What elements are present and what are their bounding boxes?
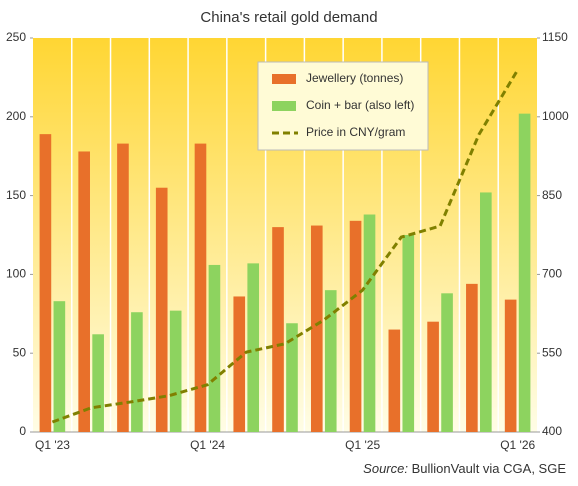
y-tick-label: 100 [6,267,26,281]
bar [39,134,52,433]
y-tick-label: 250 [6,30,26,44]
y-tick-label: 0 [19,424,26,438]
x-tick-label: Q1 '23 [35,438,70,452]
bar [247,263,260,432]
bar [349,220,362,432]
source: Source: BullionVault via CGA, SGE [363,461,566,476]
chart-title: China's retail gold demand [200,9,377,26]
bar [427,321,439,432]
legend-swatch [272,74,296,84]
bar [324,290,337,432]
bar [504,299,517,432]
bar [388,329,401,432]
y2-tick-label: 400 [542,424,562,438]
price-line [51,69,519,424]
source-text: BullionVault via CGA, SGE [412,461,567,476]
y2-tick-label: 550 [542,345,562,359]
x-tick-label: Q1 '25 [345,438,380,452]
bar [363,214,376,432]
bar [53,301,66,432]
y-tick-label: 150 [6,188,26,202]
legend-swatch [272,101,296,111]
y2-tick-label: 1000 [542,109,569,123]
bar [310,225,323,432]
bar [286,323,298,432]
bar [131,312,143,432]
bar [208,264,221,432]
bar [441,293,453,432]
bar [272,227,284,432]
y-tick-label: 200 [6,109,26,123]
legend-label: Price in CNY/gram [306,125,405,139]
bar [480,192,492,432]
bar [402,235,415,432]
bar [518,113,531,432]
bar [233,296,246,432]
y2-tick-label: 700 [542,267,562,281]
bar [92,334,104,432]
bar [78,151,90,433]
bar [155,187,168,432]
bar [117,143,129,433]
bar [194,143,207,433]
x-tick-label: Q1 '26 [500,438,535,452]
y2-tick-label: 850 [542,188,562,202]
bar [466,283,478,432]
x-tick-label: Q1 '24 [190,438,225,452]
y2-tick-label: 1150 [542,30,568,44]
source-label: Source: [363,461,408,476]
bar [169,310,182,432]
legend-label: Coin + bar (also left) [306,98,414,112]
y-tick-label: 50 [13,345,27,359]
legend-label: Jewellery (tonnes) [306,71,403,85]
